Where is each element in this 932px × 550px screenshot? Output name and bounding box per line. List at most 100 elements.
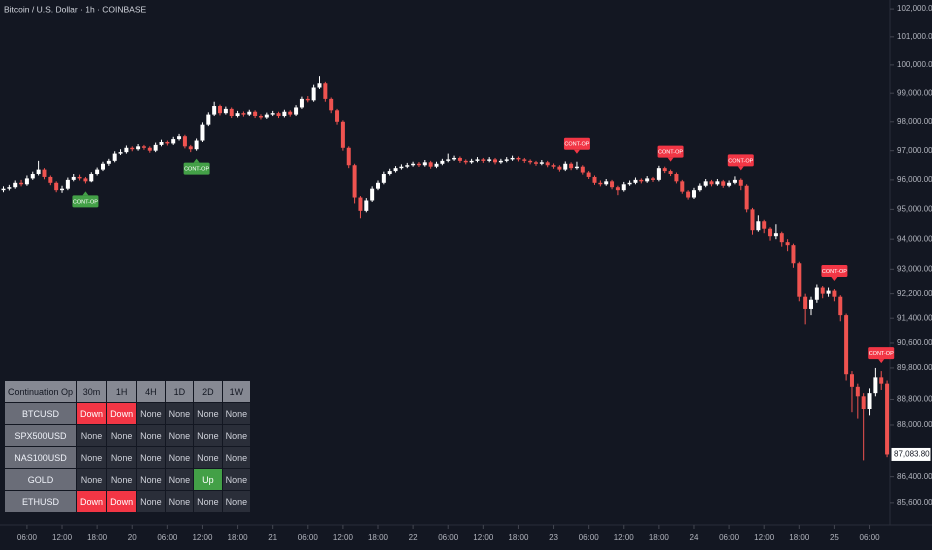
signal-cell: None [137,469,165,490]
y-tick-label: 90,600.00 [897,338,932,347]
x-tick-label: 25 [830,533,839,542]
signal-pointer [737,166,744,171]
x-tick-label: 18:00 [368,533,389,542]
signal-cell: None [165,469,194,490]
candle-body [516,157,521,160]
candle-body [411,163,416,166]
candle-body [885,383,890,455]
candle-body [381,174,386,183]
signal-cell: None [194,491,222,512]
candle-body [779,233,784,243]
candle-body [738,179,743,186]
candle-body [19,182,24,185]
x-tick-label: 18:00 [508,533,529,542]
signal-cell: Down [77,491,107,512]
x-tick-label: 06:00 [579,533,600,542]
y-tick-label: 96,000.00 [897,175,932,184]
candle-body [358,197,363,211]
candle-body [1,188,6,191]
signal-cell: None [194,425,222,446]
candle-body [691,190,696,198]
y-tick-label: 85,600.00 [897,498,932,507]
candle-body [352,165,357,198]
candle-body [604,181,609,185]
candle-body [452,157,457,160]
candle-body [686,191,691,198]
candle-body [610,181,615,188]
candle-body [235,113,240,117]
candle-body [656,168,661,180]
candle-body [422,162,427,166]
candle-body [651,178,656,180]
candle-body [674,174,679,182]
candle-body [229,108,234,117]
candle-body [54,182,59,191]
signal-pointer [193,158,200,163]
y-tick-label: 101,000.00 [897,32,932,41]
candle-body [645,178,650,182]
signal-label: CONT-OP [658,150,683,156]
candle-body [732,179,737,183]
candle-body [627,182,632,185]
table-row: NAS100USD None None None None None None [5,447,251,468]
candle-body [545,162,550,166]
signal-cell: None [165,425,194,446]
signal-cell: Down [107,491,137,512]
signal-label-bg [563,137,590,150]
signal-label: CONT-OP [73,199,98,205]
candle-body [709,181,714,185]
candle-body [118,152,123,154]
candle-body [364,200,369,211]
x-tick-label: 12:00 [333,533,354,542]
candle-body [440,160,445,164]
table-row: Continuation Op 30m 1H 4H 1D 2D 1W [5,381,251,402]
signal-pointer [82,191,89,196]
candle-body [212,106,217,115]
x-tick-label: 20 [128,533,137,542]
candle-body [639,179,644,182]
candle-body [592,176,597,183]
candle-body [83,178,88,182]
x-tick-label: 06:00 [719,533,740,542]
signal-label-bg [727,154,754,167]
signal-cell: None [137,403,165,424]
signal-cell: None [222,425,251,446]
candle-body [481,159,486,161]
candle-body [112,153,117,161]
candle-body [580,166,585,173]
candle-body [258,116,263,118]
candle-body [77,176,82,179]
signal-cell: None [222,447,251,468]
candle-body [762,221,767,229]
candle-body [194,140,199,150]
candle-body [586,172,591,177]
signal-pointer [573,149,580,154]
candle-body [727,182,732,186]
header-cell: 2D [194,381,222,402]
y-tick-label: 94,000.00 [897,234,932,243]
row-label: SPX500USD [5,425,77,446]
candle-body [130,147,135,150]
signal-label-bg [868,347,895,360]
row-label: ETHUSD [5,491,77,512]
candle-body [65,179,70,189]
chart-title: Bitcoin / U.S. Dollar · 1h · COINBASE [4,4,147,14]
signal-cell: None [222,491,251,512]
candle-body [335,110,340,122]
x-tick-label: 18:00 [789,533,810,542]
candle-body [744,185,749,210]
candle-body [282,111,287,117]
signal-cell: None [77,469,107,490]
candle-body [463,160,468,163]
candle-body [861,396,866,410]
y-tick-label: 88,800.00 [897,395,932,404]
signal-table: Continuation Op 30m 1H 4H 1D 2D 1W BTCUSD Down Do… [4,380,251,513]
candle-body [106,160,111,164]
x-tick-label: 18:00 [87,533,108,542]
signal-pointer [831,277,838,282]
candle-body [756,221,761,231]
candle-body [791,245,796,264]
y-tick-label: 98,000.00 [897,117,932,126]
candle-body [803,296,808,309]
